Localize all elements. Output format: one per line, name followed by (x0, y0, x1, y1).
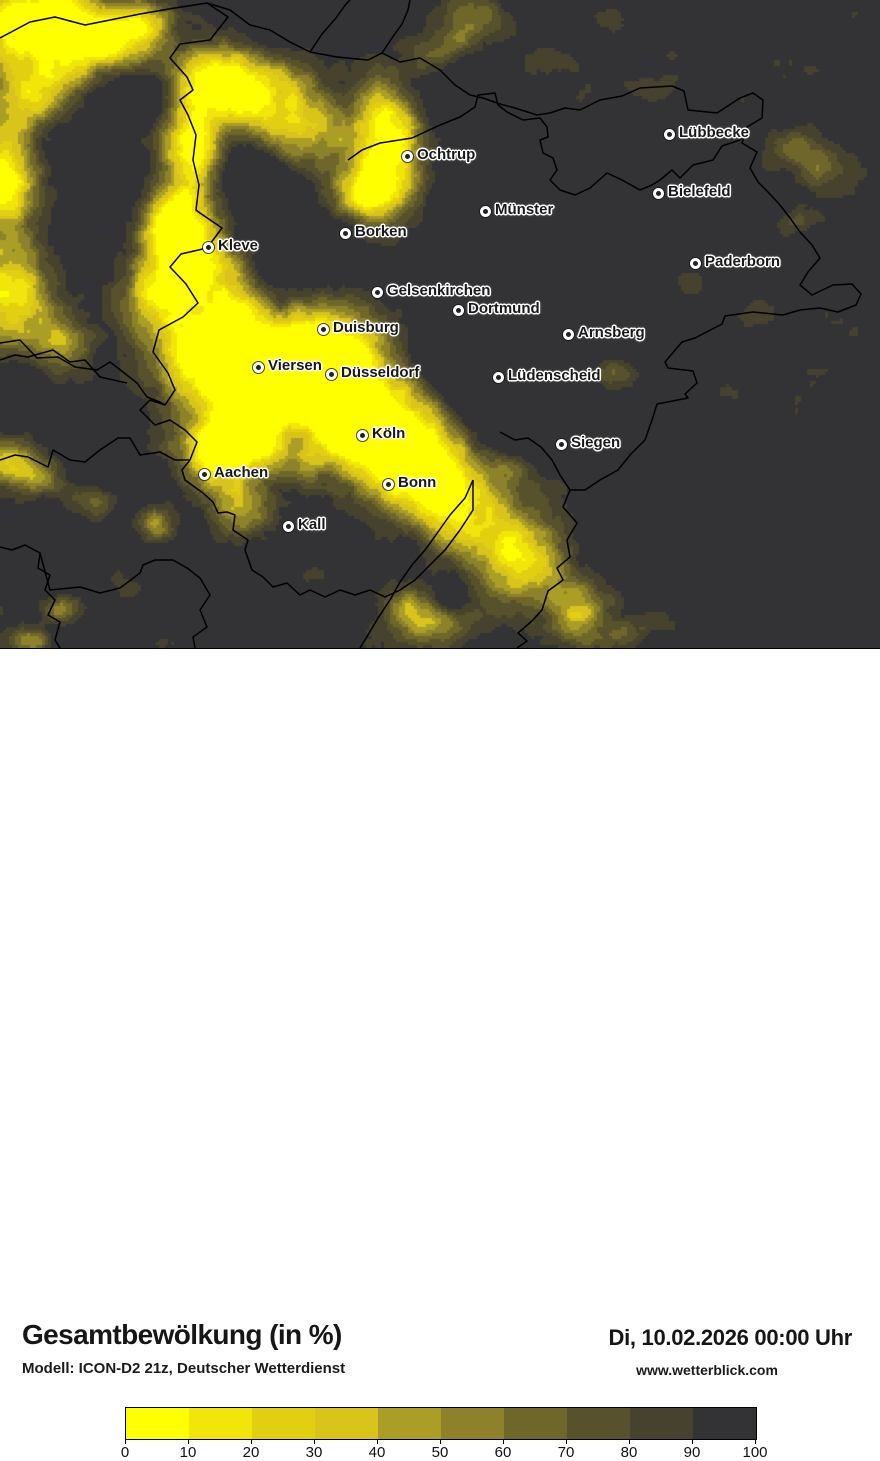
colorbar-tick-label: 90 (683, 1444, 701, 1461)
website-url: www.wetterblick.com (636, 1362, 778, 1378)
city-marker-icon (652, 187, 664, 199)
colorbar-tick-label: 50 (431, 1444, 449, 1461)
city-marker-icon (401, 150, 413, 162)
city-label: Viersen (268, 357, 322, 374)
colorbar-tick-label: 100 (742, 1444, 768, 1461)
colorbar-tick-label: 40 (368, 1444, 386, 1461)
city-label: Ochtrup (417, 146, 476, 163)
colorbar-segment-60-70 (504, 1408, 567, 1439)
city-marker-icon (555, 438, 567, 450)
city-marker-icon (452, 304, 464, 316)
colorbar-segment-50-60 (441, 1408, 504, 1439)
border-line (0, 349, 128, 384)
city-marker-icon (382, 478, 394, 490)
colorbar-segment-90-100 (693, 1408, 756, 1439)
colorbar-segment-70-80 (567, 1408, 630, 1439)
border-line (499, 431, 578, 648)
colorbar-segment-30-40 (315, 1408, 378, 1439)
valid-datetime: Di, 10.02.2026 00:00 Uhr (608, 1325, 852, 1350)
weather-map: Ochtrup Lübbecke Bielefeld Münster Borken Kle… (0, 0, 880, 649)
city-marker-icon (356, 429, 368, 441)
border-line (37, 552, 61, 648)
colorbar-tick-label: 20 (242, 1444, 260, 1461)
border-line (347, 92, 748, 196)
city-marker-icon (492, 371, 504, 383)
map-title: Gesamtbewölkung (in %) (22, 1319, 342, 1350)
colorbar-segment-10-20 (189, 1408, 252, 1439)
city-label: Dortmund (468, 300, 540, 317)
city-label: Bielefeld (668, 183, 731, 200)
city-label: Duisburg (333, 319, 399, 336)
colorbar-tick-label: 10 (179, 1444, 197, 1461)
border-line (0, 2, 474, 598)
city-marker-icon (663, 128, 675, 140)
state-borders-overlay (0, 0, 862, 648)
legend-colorbar (125, 1407, 757, 1440)
colorbar-tick-label: 80 (620, 1444, 638, 1461)
border-line (206, 2, 383, 61)
colorbar-tick-label: 60 (494, 1444, 512, 1461)
colorbar-tick-label: 30 (305, 1444, 323, 1461)
city-marker-icon (339, 227, 351, 239)
city-label: Münster (495, 201, 554, 218)
footer: Gesamtbewölkung (in %) Modell: ICON-D2 2… (0, 650, 880, 1461)
colorbar-segment-0-10 (126, 1408, 189, 1439)
city-label: Arnsberg (578, 324, 645, 341)
border-line (0, 339, 166, 406)
city-label: Paderborn (705, 253, 781, 270)
city-marker-icon (689, 257, 701, 269)
city-marker-icon (252, 361, 264, 373)
city-marker-icon (562, 328, 574, 340)
city-marker-icon (325, 368, 337, 380)
city-marker-icon (317, 323, 329, 335)
city-label: Bonn (398, 474, 437, 491)
city-label: Lüdenscheid (508, 367, 601, 384)
city-label: Aachen (214, 464, 269, 481)
cloud-cover-layer (0, 0, 880, 648)
border-line (381, 0, 411, 54)
city-marker-icon (479, 205, 491, 217)
colorbar-segment-40-50 (378, 1408, 441, 1439)
border-line (0, 437, 190, 468)
border-line (381, 52, 741, 116)
border-line (0, 544, 211, 648)
city-marker-icon (198, 468, 210, 480)
border-line (570, 92, 862, 491)
colorbar-tick-label: 0 (120, 1444, 130, 1461)
city-label: Köln (372, 425, 406, 442)
colorbar-segment-80-90 (630, 1408, 693, 1439)
model-info: Modell: ICON-D2 21z, Deutscher Wetterdie… (22, 1360, 346, 1377)
colorbar-segment-20-30 (252, 1408, 315, 1439)
city-label: Düsseldorf (341, 364, 420, 381)
colorbar-tick-label: 70 (557, 1444, 575, 1461)
city-label: Kall (298, 516, 326, 533)
city-label: Gelsenkirchen (387, 282, 491, 299)
city-marker-icon (202, 241, 214, 253)
border-line (359, 479, 474, 648)
city-label: Siegen (571, 434, 621, 451)
city-marker-icon (282, 520, 294, 532)
city-label: Lübbecke (679, 124, 750, 141)
city-label: Kleve (218, 237, 259, 254)
border-line (309, 0, 351, 53)
city-marker-icon (371, 286, 383, 298)
city-label: Borken (355, 223, 407, 240)
